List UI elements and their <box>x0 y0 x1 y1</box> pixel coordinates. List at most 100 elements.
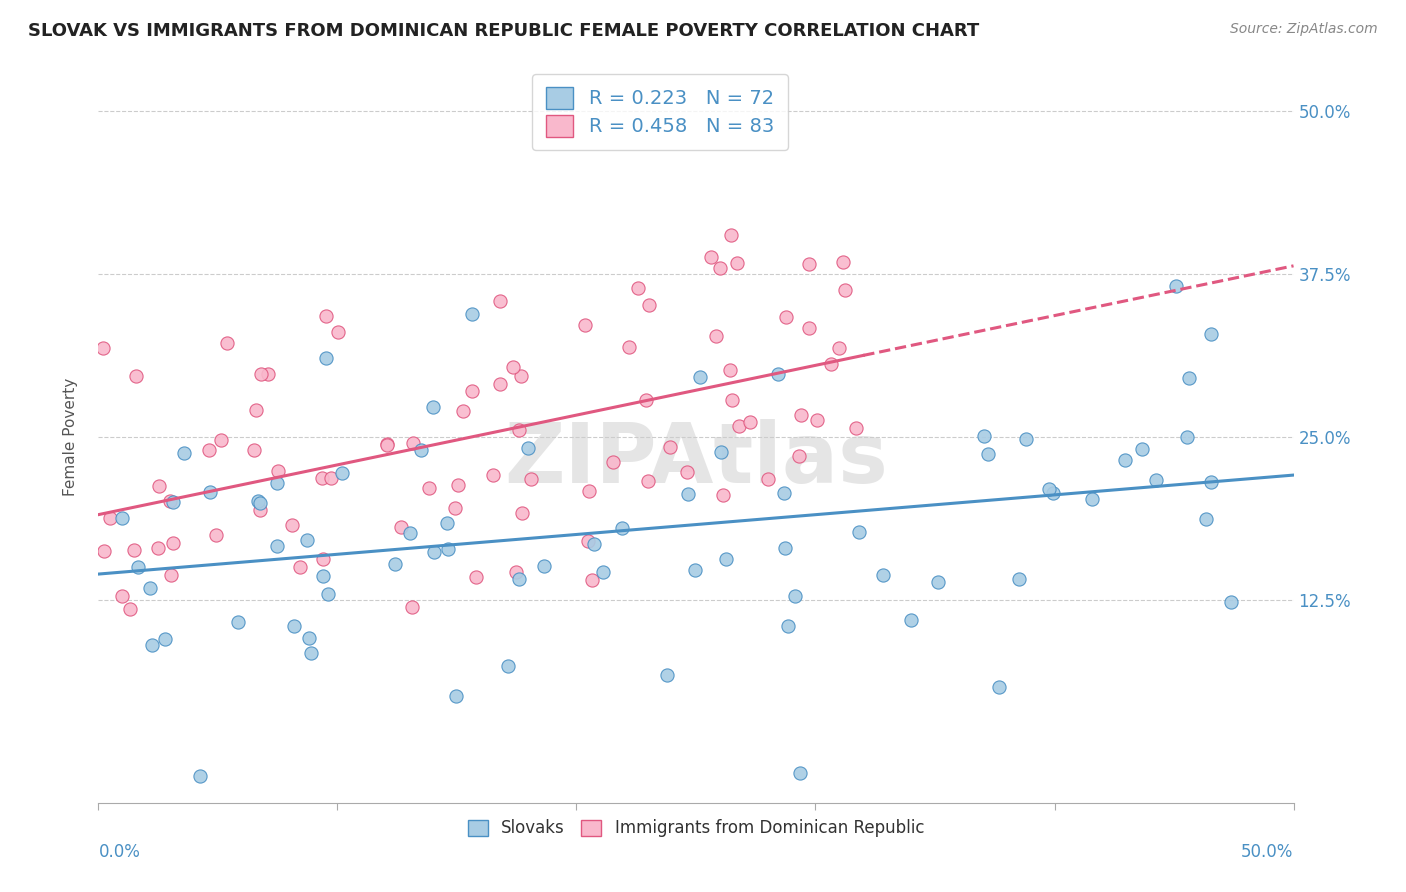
Point <box>111 511 134 525</box>
Point <box>162 494 184 508</box>
Point <box>1199 475 1222 490</box>
Point <box>1166 279 1188 293</box>
Point <box>638 298 661 312</box>
Point <box>797 320 820 334</box>
Point <box>93 544 115 558</box>
Point <box>509 369 531 384</box>
Text: ZIPAtlas: ZIPAtlas <box>503 418 889 500</box>
Point <box>496 658 519 673</box>
Point <box>756 472 779 486</box>
Point <box>725 256 748 270</box>
Point <box>257 367 280 381</box>
Point <box>215 336 238 351</box>
Point <box>785 589 807 603</box>
Point <box>389 520 412 534</box>
Point <box>720 228 742 243</box>
Point <box>508 423 530 437</box>
Point <box>1015 432 1038 446</box>
Point <box>828 341 851 355</box>
Point <box>927 574 949 589</box>
Point <box>160 568 183 582</box>
Point <box>437 541 460 556</box>
Point <box>315 351 337 366</box>
Point <box>710 445 733 459</box>
Point <box>153 632 176 647</box>
Point <box>444 501 467 516</box>
Point <box>1114 452 1136 467</box>
Point <box>266 476 288 491</box>
Point <box>617 340 640 354</box>
Point <box>447 477 470 491</box>
Point <box>1219 594 1241 608</box>
Text: 0.0%: 0.0% <box>98 843 141 861</box>
Point <box>312 569 335 583</box>
Point <box>502 360 524 375</box>
Point <box>200 485 222 500</box>
Point <box>141 638 163 652</box>
Point <box>188 769 211 783</box>
Point <box>402 436 425 450</box>
Point <box>295 533 318 547</box>
Point <box>290 560 312 574</box>
Point <box>689 370 711 384</box>
Point <box>872 567 894 582</box>
Point <box>298 632 321 646</box>
Point <box>120 601 142 615</box>
Point <box>127 559 149 574</box>
Point <box>658 440 681 454</box>
Point <box>315 309 337 323</box>
Point <box>488 376 510 391</box>
Point <box>482 468 505 483</box>
Point <box>249 503 271 517</box>
Point <box>125 369 148 384</box>
Point <box>832 255 855 269</box>
Point <box>1144 474 1167 488</box>
Point <box>1081 491 1104 506</box>
Point <box>249 496 271 510</box>
Point <box>243 442 266 457</box>
Point <box>283 619 305 633</box>
Point <box>602 455 624 469</box>
Point <box>311 470 333 484</box>
Point <box>834 283 856 297</box>
Point <box>245 403 267 417</box>
Point <box>375 438 398 452</box>
Point <box>775 310 797 325</box>
Point <box>533 558 555 573</box>
Point <box>508 572 530 586</box>
Point <box>1038 483 1060 497</box>
Point <box>806 413 828 427</box>
Point <box>797 256 820 270</box>
Point <box>1195 512 1218 526</box>
Point <box>460 307 482 321</box>
Point <box>266 540 288 554</box>
Point <box>418 481 440 495</box>
Point <box>401 599 423 614</box>
Point <box>204 527 226 541</box>
Point <box>228 615 250 629</box>
Point <box>162 536 184 550</box>
Point <box>512 506 534 520</box>
Point <box>148 478 170 492</box>
Point <box>139 581 162 595</box>
Text: SLOVAK VS IMMIGRANTS FROM DOMINICAN REPUBLIC FEMALE POVERTY CORRELATION CHART: SLOVAK VS IMMIGRANTS FROM DOMINICAN REPU… <box>28 22 980 40</box>
Point <box>159 494 181 508</box>
Point <box>578 483 600 498</box>
Legend: Slovaks, Immigrants from Dominican Republic: Slovaks, Immigrants from Dominican Repub… <box>460 811 932 846</box>
Point <box>637 474 659 488</box>
Point <box>610 521 633 535</box>
Point <box>973 429 995 443</box>
Point <box>111 589 134 603</box>
Point <box>711 488 734 502</box>
Point <box>100 511 122 525</box>
Point <box>451 404 474 418</box>
Point <box>988 680 1011 694</box>
Point <box>683 563 706 577</box>
Point <box>709 261 731 276</box>
Point <box>773 485 796 500</box>
Point <box>520 472 543 486</box>
Point <box>398 526 420 541</box>
Point <box>655 668 678 682</box>
Point <box>706 329 728 343</box>
Point <box>738 415 761 429</box>
